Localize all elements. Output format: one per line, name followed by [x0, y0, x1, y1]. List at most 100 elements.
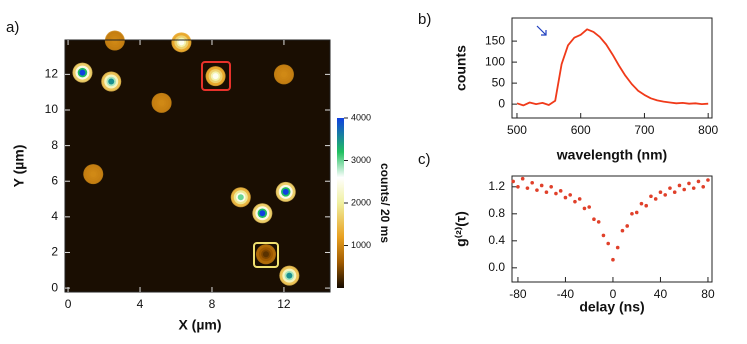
- y-tick-label: 0.8: [488, 206, 505, 220]
- y-axis-title: g⁽²⁾(τ): [453, 211, 469, 247]
- point: [639, 201, 644, 206]
- y-axis-title: counts: [453, 45, 469, 91]
- point: [630, 212, 634, 216]
- spot: [178, 39, 185, 46]
- point: [601, 233, 606, 238]
- spot: [259, 210, 266, 217]
- spot: [158, 99, 165, 106]
- y-tick-label: 1.2: [488, 179, 505, 193]
- point: [677, 183, 682, 188]
- colorbar-title: counts/ 20 ms: [378, 163, 392, 243]
- point: [701, 185, 706, 189]
- highlight-box: [201, 61, 231, 91]
- point: [649, 194, 653, 199]
- x-tick-label: -40: [557, 287, 575, 301]
- x-tick-label: -80: [509, 287, 527, 301]
- spot: [237, 194, 244, 201]
- spot: [90, 171, 97, 178]
- point: [658, 190, 663, 195]
- plot-frame: [511, 175, 713, 283]
- point: [568, 193, 572, 197]
- point: [520, 176, 525, 181]
- point: [530, 180, 534, 185]
- point: [535, 188, 539, 192]
- y-tick-label: 12: [45, 67, 59, 81]
- point: [563, 195, 568, 200]
- x-tick-label: 500: [507, 123, 527, 137]
- point: [577, 197, 582, 201]
- y-tick-label: 6: [51, 173, 58, 187]
- y-tick-label: 100: [485, 54, 505, 68]
- y-tick-label: 0.4: [488, 233, 505, 247]
- spots: [72, 30, 300, 286]
- point: [582, 206, 587, 211]
- spot: [212, 73, 219, 80]
- colorbar-tick-label: 2000: [351, 197, 371, 207]
- x-axis-title: wavelength (nm): [556, 147, 667, 163]
- colorbar: [337, 118, 344, 288]
- panel-label: b): [418, 11, 431, 28]
- y-tick-label: 150: [485, 33, 505, 47]
- point: [511, 179, 515, 184]
- y-tick-label: 50: [492, 75, 506, 89]
- spot: [111, 37, 118, 44]
- x-tick-label: 40: [654, 287, 668, 301]
- point: [653, 197, 658, 201]
- point: [696, 179, 701, 184]
- point: [615, 245, 620, 250]
- highlight-box: [253, 242, 279, 268]
- point: [611, 257, 615, 262]
- point: [516, 185, 520, 189]
- x-tick-label: 8: [209, 297, 216, 311]
- point: [606, 241, 610, 246]
- panel-label: c): [418, 151, 431, 168]
- point: [706, 178, 710, 182]
- plot-frame: [511, 17, 713, 119]
- spot: [262, 251, 269, 258]
- spot: [282, 188, 289, 195]
- point: [668, 186, 672, 190]
- y-tick-label: 10: [45, 102, 59, 116]
- point: [634, 210, 639, 215]
- point: [687, 181, 691, 186]
- point: [691, 186, 696, 190]
- point: [544, 190, 549, 195]
- x-axis-title: delay (ns): [579, 299, 644, 315]
- point: [596, 220, 601, 224]
- colorbar-tick-label: 3000: [351, 155, 371, 165]
- point: [644, 203, 649, 208]
- point: [539, 183, 544, 188]
- point: [554, 191, 558, 196]
- x-tick-label: 700: [634, 123, 654, 137]
- spot: [280, 71, 287, 78]
- point: [625, 224, 630, 228]
- spot: [286, 272, 293, 279]
- point: [587, 205, 591, 209]
- spot: [79, 69, 86, 76]
- panel-label: a): [6, 19, 19, 36]
- point: [573, 199, 577, 204]
- spectrum-line: [516, 28, 709, 107]
- point: [682, 187, 687, 192]
- y-tick-label: 0: [498, 96, 505, 110]
- x-tick-label: 0: [610, 287, 617, 301]
- y-tick-label: 4: [51, 209, 58, 223]
- point: [663, 193, 668, 197]
- x-axis-title: X (µm): [178, 317, 221, 333]
- arrow: [536, 25, 547, 36]
- point: [549, 185, 553, 189]
- point: [672, 190, 677, 195]
- point: [620, 228, 625, 233]
- x-tick-label: 0: [65, 297, 72, 311]
- x-tick-label: 80: [701, 287, 715, 301]
- plot-frame: [64, 39, 331, 293]
- point: [558, 189, 563, 193]
- point: [525, 186, 530, 190]
- x-tick-label: 4: [137, 297, 144, 311]
- colorbar-tick-label: 4000: [351, 112, 371, 122]
- y-axis-title: Y (µm): [11, 145, 27, 188]
- spot: [108, 78, 115, 85]
- y-tick-label: 2: [51, 245, 58, 259]
